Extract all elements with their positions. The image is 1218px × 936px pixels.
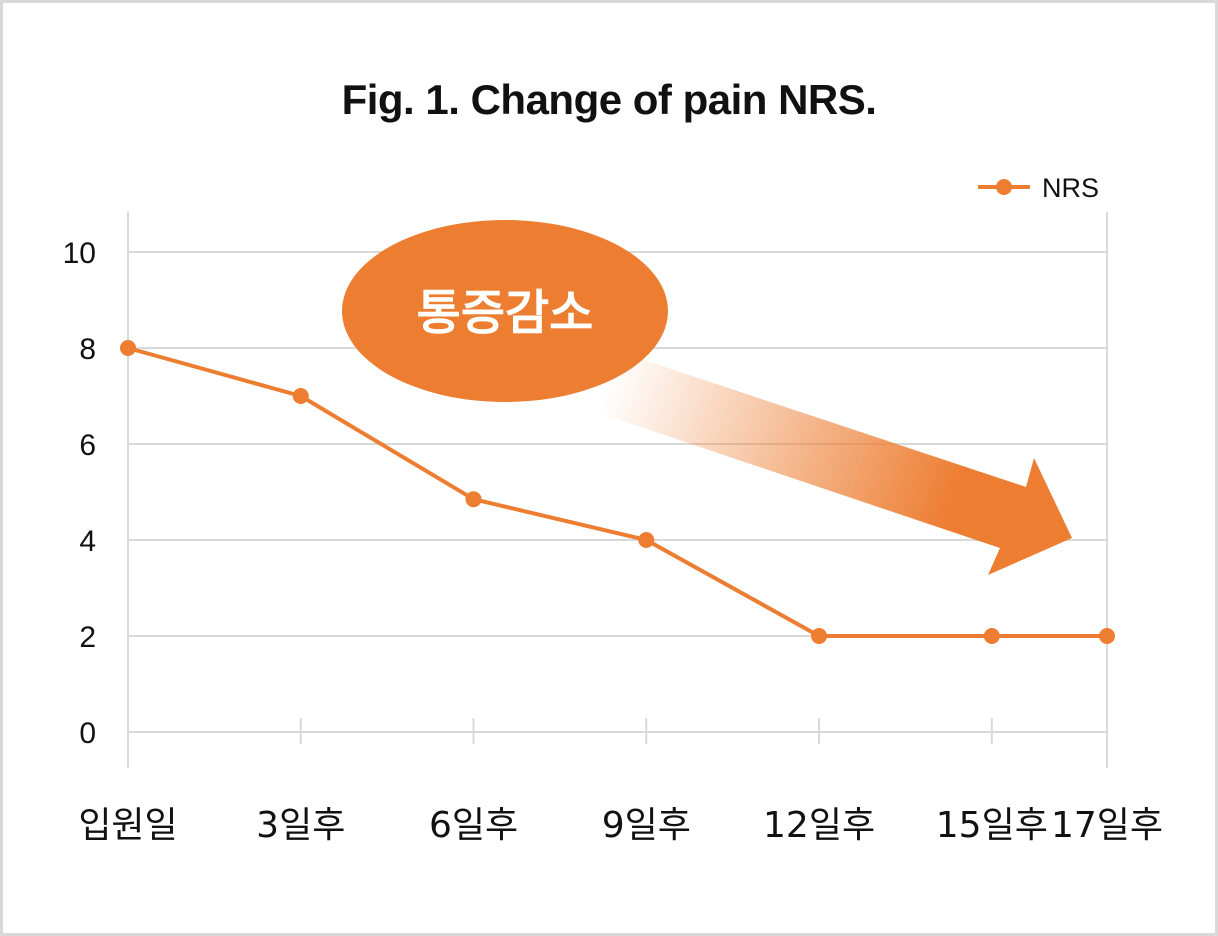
data-point-nrs bbox=[1099, 628, 1115, 644]
pain-decrease-annotation: 통증감소 bbox=[342, 220, 1072, 575]
data-point-nrs bbox=[292, 388, 309, 404]
axes bbox=[127, 212, 1108, 768]
data-point-nrs bbox=[638, 532, 655, 548]
x-tick-label: 9일후 bbox=[602, 805, 691, 846]
data-point-nrs bbox=[983, 628, 1000, 644]
x-tick-label: 3일후 bbox=[256, 805, 345, 846]
y-tick-label: 0 bbox=[79, 717, 96, 750]
x-tick-label: 15일후 bbox=[936, 805, 1048, 846]
x-tick-label: 입원일 bbox=[78, 805, 177, 846]
y-tick-label: 2 bbox=[79, 621, 96, 654]
legend: NRS bbox=[978, 173, 1099, 203]
x-tick-labels: 입원일 3일후 6일후 9일후 12일후 15일후 17일후 bbox=[78, 805, 1163, 846]
legend-dot-marker bbox=[996, 179, 1012, 195]
annotation-label: 통증감소 bbox=[417, 285, 594, 341]
data-point-nrs bbox=[120, 340, 136, 356]
x-tick-label: 17일후 bbox=[1051, 805, 1163, 846]
y-tick-label: 6 bbox=[79, 429, 96, 462]
chart-title: Fig. 1. Change of pain NRS. bbox=[341, 76, 877, 123]
series-nrs bbox=[120, 340, 1115, 644]
data-point-nrs bbox=[811, 628, 828, 644]
y-tick-labels: 0 2 4 6 8 10 bbox=[63, 237, 96, 750]
y-tick-label: 10 bbox=[63, 237, 96, 270]
y-tick-label: 8 bbox=[79, 333, 96, 366]
annotation-bubble bbox=[342, 220, 668, 402]
x-tick-label: 6일후 bbox=[429, 805, 518, 846]
legend-label-nrs: NRS bbox=[1042, 173, 1099, 203]
data-point-nrs bbox=[465, 491, 482, 508]
x-tick-label: 12일후 bbox=[763, 805, 875, 846]
trend-arrow bbox=[590, 352, 1072, 575]
y-tick-label: 4 bbox=[79, 525, 96, 558]
